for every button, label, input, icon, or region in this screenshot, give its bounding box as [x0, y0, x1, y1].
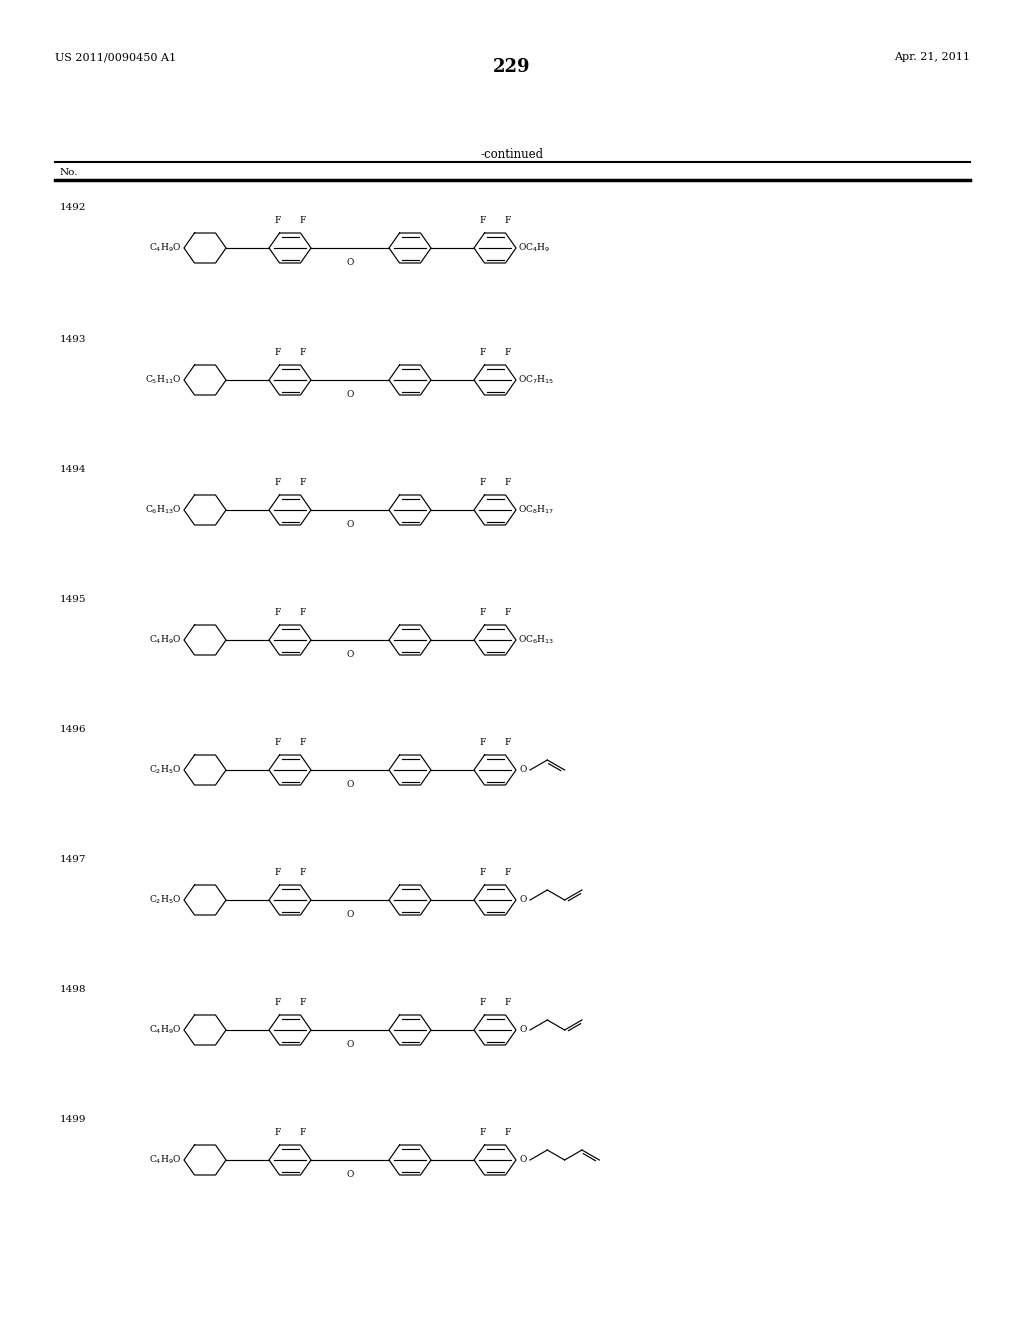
Text: O: O	[346, 649, 353, 659]
Text: F: F	[479, 738, 485, 747]
Text: F: F	[274, 998, 281, 1007]
Text: O: O	[346, 1170, 353, 1179]
Text: O: O	[346, 909, 353, 919]
Text: OC$_8$H$_{17}$: OC$_8$H$_{17}$	[518, 504, 554, 516]
Text: C$_2$H$_5$O: C$_2$H$_5$O	[148, 894, 181, 907]
Text: F: F	[299, 216, 306, 224]
Text: F: F	[504, 1129, 511, 1137]
Text: 1495: 1495	[60, 595, 86, 605]
Text: C$_6$H$_{13}$O: C$_6$H$_{13}$O	[144, 504, 181, 516]
Text: F: F	[479, 348, 485, 356]
Text: C$_4$H$_9$O: C$_4$H$_9$O	[148, 634, 181, 647]
Text: F: F	[299, 1129, 306, 1137]
Text: 1492: 1492	[60, 203, 86, 213]
Text: F: F	[274, 478, 281, 487]
Text: O: O	[520, 895, 527, 904]
Text: O: O	[346, 1040, 353, 1049]
Text: F: F	[504, 609, 511, 616]
Text: C$_4$H$_9$O: C$_4$H$_9$O	[148, 1154, 181, 1167]
Text: 1497: 1497	[60, 855, 86, 865]
Text: F: F	[504, 216, 511, 224]
Text: 1498: 1498	[60, 985, 86, 994]
Text: O: O	[346, 257, 353, 267]
Text: F: F	[504, 478, 511, 487]
Text: O: O	[520, 1155, 527, 1164]
Text: F: F	[299, 348, 306, 356]
Text: 229: 229	[494, 58, 530, 77]
Text: F: F	[299, 869, 306, 876]
Text: -continued: -continued	[480, 148, 544, 161]
Text: F: F	[299, 478, 306, 487]
Text: F: F	[274, 348, 281, 356]
Text: F: F	[504, 738, 511, 747]
Text: F: F	[274, 609, 281, 616]
Text: O: O	[346, 780, 353, 789]
Text: OC$_4$H$_9$: OC$_4$H$_9$	[518, 242, 550, 255]
Text: No.: No.	[60, 168, 79, 177]
Text: C$_4$H$_9$O: C$_4$H$_9$O	[148, 1024, 181, 1036]
Text: C$_4$H$_9$O: C$_4$H$_9$O	[148, 242, 181, 255]
Text: 1494: 1494	[60, 465, 86, 474]
Text: C$_2$H$_5$O: C$_2$H$_5$O	[148, 764, 181, 776]
Text: F: F	[479, 216, 485, 224]
Text: F: F	[274, 1129, 281, 1137]
Text: US 2011/0090450 A1: US 2011/0090450 A1	[55, 51, 176, 62]
Text: O: O	[520, 1026, 527, 1035]
Text: F: F	[479, 478, 485, 487]
Text: F: F	[504, 869, 511, 876]
Text: Apr. 21, 2011: Apr. 21, 2011	[894, 51, 970, 62]
Text: F: F	[479, 998, 485, 1007]
Text: F: F	[274, 869, 281, 876]
Text: F: F	[504, 348, 511, 356]
Text: O: O	[346, 520, 353, 529]
Text: F: F	[299, 609, 306, 616]
Text: OC$_6$H$_{13}$: OC$_6$H$_{13}$	[518, 634, 554, 647]
Text: 1496: 1496	[60, 725, 86, 734]
Text: F: F	[274, 216, 281, 224]
Text: F: F	[479, 869, 485, 876]
Text: F: F	[299, 998, 306, 1007]
Text: C$_5$H$_{11}$O: C$_5$H$_{11}$O	[144, 374, 181, 387]
Text: F: F	[479, 1129, 485, 1137]
Text: F: F	[479, 609, 485, 616]
Text: 1493: 1493	[60, 335, 86, 345]
Text: O: O	[520, 766, 527, 775]
Text: 1499: 1499	[60, 1115, 86, 1125]
Text: OC$_7$H$_{15}$: OC$_7$H$_{15}$	[518, 374, 554, 387]
Text: O: O	[346, 389, 353, 399]
Text: F: F	[299, 738, 306, 747]
Text: F: F	[504, 998, 511, 1007]
Text: F: F	[274, 738, 281, 747]
